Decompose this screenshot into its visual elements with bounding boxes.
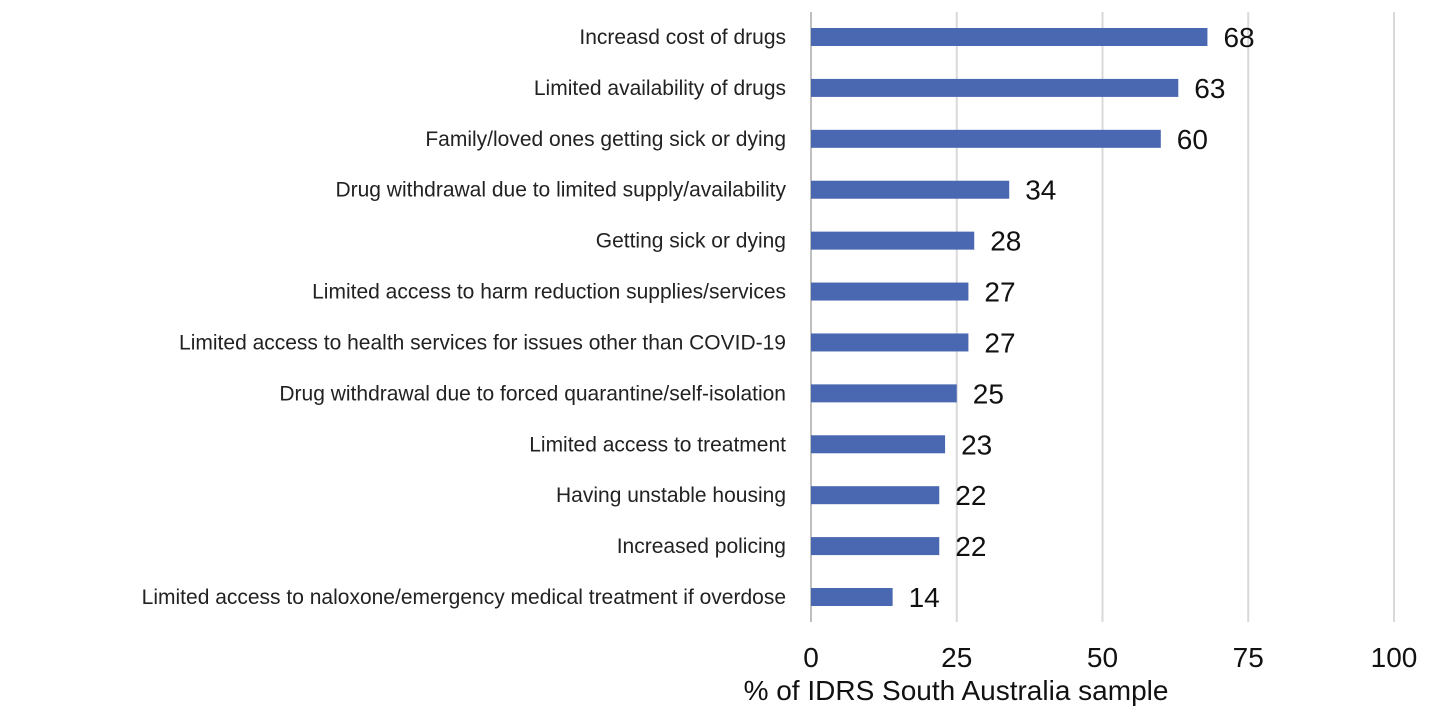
bar [811,231,975,250]
bar [811,78,1179,97]
category-label: Drug withdrawal due to forced quarantine… [279,382,786,405]
bar [811,333,969,352]
data-label: 60 [1177,124,1208,155]
category-label: Limited access to naloxone/emergency med… [142,586,786,609]
data-label: 22 [955,531,986,562]
bar [811,537,940,556]
category-label: Increased policing [617,535,786,558]
category-label: Limited access to treatment [529,433,786,456]
category-label: Increasd cost of drugs [579,26,786,49]
data-label: 27 [984,277,1015,308]
category-label: Getting sick or dying [596,230,786,253]
bar [811,28,1208,46]
data-label: 28 [990,226,1021,257]
data-label: 25 [973,378,1004,409]
bar [811,282,969,301]
x-axis-title: % of IDRS South Australia sample [744,675,1169,706]
x-tick-label: 0 [803,642,819,673]
x-tick-labels: 0 25 50 75 100 [803,642,1417,673]
bar [811,180,1010,199]
x-tick-label: 50 [1087,642,1118,673]
category-labels: Increasd cost of drugs Limited availabili… [142,26,787,609]
category-label: Drug withdrawal due to limited supply/av… [335,179,786,202]
x-tick-label: 75 [1233,642,1264,673]
data-label: 34 [1025,175,1056,206]
category-label: Having unstable housing [556,484,786,507]
bar [811,129,1161,148]
data-label: 68 [1223,22,1254,53]
x-tick-label: 100 [1371,642,1418,673]
data-label: 63 [1194,73,1225,104]
bar [811,588,893,607]
bar [811,435,946,454]
data-label: 27 [984,327,1015,358]
category-label: Limited access to health services for is… [179,331,786,354]
category-label: Family/loved ones getting sick or dying [425,128,786,151]
bar [811,486,940,505]
gridlines [810,12,1395,622]
x-tick-label: 25 [941,642,972,673]
bar [811,384,957,403]
data-label: 14 [909,582,940,613]
bars [811,28,1208,607]
category-label: Limited availability of drugs [534,77,786,100]
category-label: Limited access to harm reduction supplie… [312,281,786,304]
data-label: 22 [955,480,986,511]
data-label: 23 [961,429,992,460]
